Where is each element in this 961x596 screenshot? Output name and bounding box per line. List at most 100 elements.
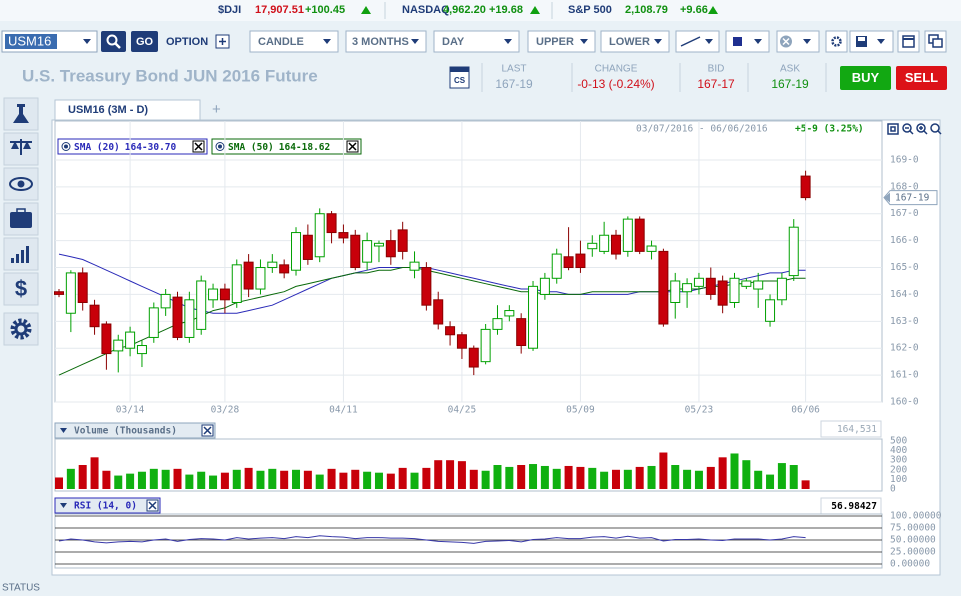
sidebar-button[interactable] [3, 132, 39, 166]
sma-legend[interactable]: SMA (50) 164-18.62 [211, 138, 362, 155]
rsi-value: 56.98427 [831, 501, 877, 512]
candle-body [693, 277, 704, 287]
sidebar-button[interactable] [3, 312, 39, 346]
zoom-reset[interactable] [930, 123, 942, 135]
tab-label: USM16 (3M - D) [68, 104, 148, 116]
settings-button[interactable] [825, 30, 848, 53]
save-dropdown[interactable] [849, 30, 894, 53]
y-tick-label: 50.00000 [890, 535, 936, 546]
candle-body [89, 304, 100, 328]
volume-bar [683, 469, 692, 489]
sell-button[interactable]: SELL [896, 66, 947, 90]
y-tick-label: 169-0 [890, 154, 919, 165]
volume-bar [671, 465, 680, 489]
panel-header [54, 422, 216, 439]
close-panel[interactable] [146, 499, 159, 512]
cs-button[interactable]: CS [449, 66, 470, 89]
zoom-in[interactable] [916, 123, 928, 135]
candle-body [445, 326, 456, 336]
candle-body [338, 232, 349, 239]
volume-bar [280, 470, 289, 489]
candle-body [409, 261, 420, 271]
color-dropdown[interactable] [725, 30, 770, 53]
candle-body [421, 267, 432, 306]
volume-bar [742, 460, 751, 489]
go-button[interactable]: GO [131, 31, 158, 52]
option-button[interactable]: OPTION [166, 34, 230, 49]
volume-bar [706, 466, 715, 489]
volume-bar [588, 467, 597, 489]
dropdown[interactable]: UPPER [527, 30, 596, 53]
delete-dropdown[interactable] [776, 30, 820, 53]
quote-label: CHANGE [595, 64, 638, 75]
y-tick-label: 168-0 [890, 181, 919, 192]
volume-bar [730, 453, 739, 489]
collapse-arrow[interactable] [60, 503, 67, 508]
candle-body [717, 280, 728, 306]
volume-bar [292, 469, 301, 489]
candle-body [314, 213, 325, 258]
y-tick-label: 25.00000 [890, 547, 936, 558]
search-button[interactable] [101, 31, 126, 52]
candle-body [682, 283, 693, 293]
volume-bar [339, 472, 348, 489]
x-tick-label: 05/09 [566, 405, 595, 416]
sidebar-button[interactable] [3, 202, 39, 236]
dropdown[interactable]: 3 MONTHS [345, 30, 427, 53]
volume-bar [457, 461, 466, 489]
volume-bar [623, 469, 632, 489]
dropdown[interactable]: LOWER [600, 30, 670, 53]
volume-bar [374, 472, 383, 489]
zoom-out[interactable] [902, 123, 914, 135]
candle-body [610, 234, 621, 255]
symbol-input[interactable]: USM16 [1, 30, 98, 53]
rsi-line [58, 535, 806, 544]
y-tick-label: 0 [890, 484, 896, 495]
candle-body [208, 288, 219, 301]
sma-legend-text: SMA (20) 164-30.70 [74, 142, 177, 153]
line-style-dropdown[interactable] [675, 30, 720, 53]
candle-body [136, 345, 147, 355]
status: STATUS [2, 583, 40, 594]
window-button[interactable] [897, 30, 920, 53]
sma-line [58, 267, 806, 376]
sidebar-button[interactable] [3, 167, 39, 201]
volume-bar [197, 471, 206, 489]
candle-body [291, 232, 302, 271]
volume-bar [600, 471, 609, 489]
x-tick-label: 04/25 [448, 405, 477, 416]
sma-legend[interactable]: SMA (20) 164-30.70 [57, 138, 208, 155]
candle-body [634, 218, 645, 252]
candle-body [373, 242, 384, 247]
dropdown[interactable]: DAY [433, 30, 520, 53]
collapse-arrow[interactable] [60, 428, 67, 433]
y-tick-label: 0.00000 [890, 559, 930, 570]
sidebar-button[interactable] [3, 237, 39, 271]
volume-bar [635, 466, 644, 489]
volume-bar [398, 467, 407, 489]
buy-text: BUY [852, 70, 880, 85]
candle-body [219, 288, 230, 301]
candle-body [243, 261, 254, 290]
panel-header [54, 497, 161, 514]
sidebar-button[interactable] [3, 97, 39, 131]
candle-body [255, 267, 266, 290]
buy-button[interactable]: BUY [840, 66, 891, 90]
dropdown[interactable]: CANDLE [249, 30, 339, 53]
y-tick-label: 100 [890, 474, 907, 485]
add-tab[interactable]: + [212, 101, 221, 118]
volume-bar [766, 474, 775, 489]
detach-button[interactable] [924, 30, 947, 53]
zoom-fit[interactable] [887, 123, 899, 135]
candle-body [433, 299, 444, 325]
close-panel[interactable] [201, 424, 214, 437]
up-arrow [708, 6, 718, 14]
ticker-bar [0, 0, 961, 21]
candle-body [504, 310, 515, 317]
volume-bar [611, 469, 620, 489]
candle-body [302, 234, 313, 260]
sidebar-button[interactable]: $ [3, 272, 39, 306]
panel-title: RSI (14, 0) [74, 501, 137, 512]
volume-bar [173, 468, 182, 489]
candle-body [492, 318, 503, 330]
